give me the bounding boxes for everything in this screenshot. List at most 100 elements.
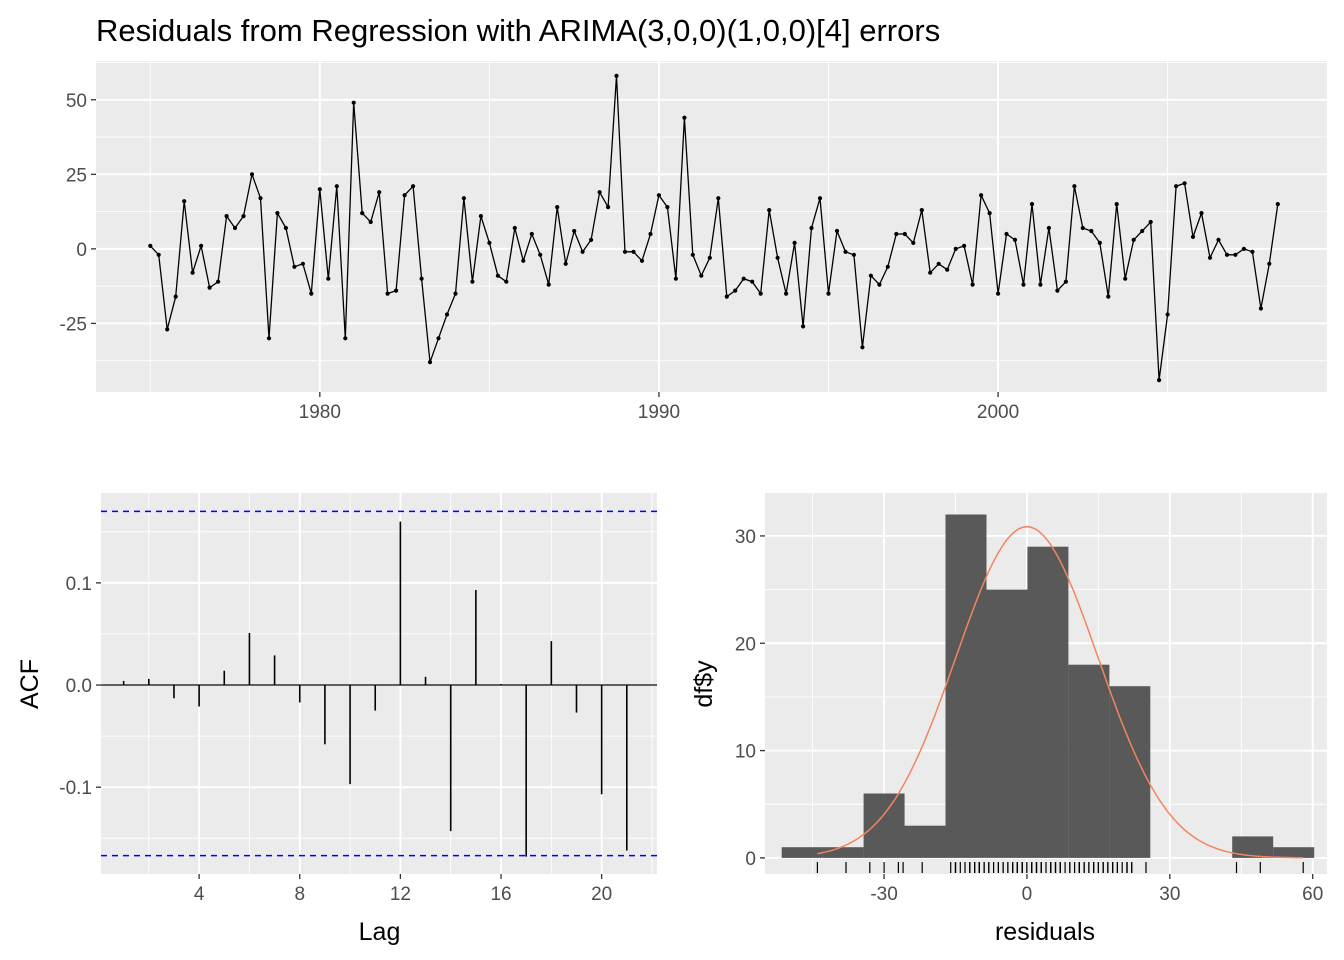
residual-point [665,205,670,210]
residual-point [199,243,204,248]
residual-point [699,273,704,278]
residual-point [784,291,789,296]
residual-point [1165,312,1170,317]
histogram-bar [986,589,1028,858]
y-tick-label: -25 [60,314,87,335]
residual-point [1072,184,1077,189]
residual-point [868,273,874,278]
residual-point [470,279,475,284]
residual-point [1131,237,1136,242]
residual-point [1241,246,1246,251]
residual-point [1080,225,1085,231]
y-tick-label: 20 [735,634,756,655]
residuals-histogram-panel: -30 0 30 60 0 10 20 30 [735,493,1327,905]
residual-point [860,345,865,350]
residual-point [1148,219,1153,225]
residual-point [953,246,958,251]
residual-point [266,336,272,341]
residual-point [877,282,882,287]
histogram-bar [904,825,946,858]
residual-point [851,252,857,257]
residual-point [597,190,602,195]
x-tick-label: 20 [591,884,612,905]
residual-point [1224,252,1230,257]
residual-point [614,73,619,78]
residual-point [894,231,899,237]
residual-point [317,187,322,192]
residual-point [1063,279,1068,284]
residual-point [741,276,746,281]
residual-point [207,285,212,290]
residual-point [411,184,416,189]
x-tick-label: 1990 [638,402,680,423]
residual-point [377,190,382,195]
residual-point [427,360,433,365]
residual-point [1267,261,1272,266]
residual-point [419,276,424,281]
residual-point [801,324,806,329]
histogram-bar [1232,836,1274,858]
histogram-bar [781,847,823,858]
y-tick-label: 50 [66,91,87,112]
residual-point [970,282,975,287]
residual-point [1233,252,1238,257]
residual-point [309,291,314,296]
residual-point [224,214,229,219]
plot-background [96,61,1327,392]
residual-point [1114,202,1119,207]
residual-point [589,237,594,242]
histogram-bar [863,793,905,858]
residual-point [156,252,161,257]
residual-point [682,115,687,120]
residual-point [334,184,339,189]
residual-point [945,267,950,272]
residual-point [962,243,967,248]
residual-point [275,211,280,216]
residual-point [1123,276,1128,281]
residual-point [360,211,365,216]
residual-point [987,211,992,216]
histogram-bar [1273,847,1315,858]
residual-point [512,225,517,231]
residual-point [487,240,492,245]
residual-point [1157,378,1162,383]
residual-point [148,243,153,248]
residual-point [529,231,534,237]
residual-point [1275,202,1280,207]
x-tick-label: 2000 [977,402,1019,423]
residual-point [368,219,373,225]
y-tick-label: 30 [735,527,756,548]
residual-point [580,249,585,254]
residual-point [1004,231,1009,237]
residual-point [563,261,568,266]
residual-point [1029,202,1035,207]
residual-point [979,193,984,198]
residual-point [495,273,500,278]
residual-point [182,199,187,204]
residual-point [750,279,755,284]
residual-point [1140,228,1145,234]
residual-point [1012,237,1018,242]
plot-background [101,493,657,874]
residual-point [232,225,238,231]
x-tick-label: 4 [194,884,205,905]
x-tick-label: 30 [1159,884,1180,905]
residuals-time-series-panel: 1980 1990 2000 -25 0 25 50 [60,61,1327,423]
y-tick-label: -0.1 [59,778,92,799]
residual-point [538,252,543,257]
residual-point [648,231,653,237]
residual-point [292,264,297,269]
residual-point [826,291,831,296]
acf-y-axis-title: ACF [16,659,44,709]
residual-point [444,312,450,317]
residual-point [1207,255,1213,260]
residual-point [351,100,356,105]
residual-point [707,255,712,260]
residual-point [690,252,695,257]
residual-point [1250,249,1255,254]
acf-x-axis-title: Lag [359,918,401,946]
y-tick-label: 0.0 [66,676,92,697]
residual-point [190,270,195,275]
residual-point [834,228,840,234]
